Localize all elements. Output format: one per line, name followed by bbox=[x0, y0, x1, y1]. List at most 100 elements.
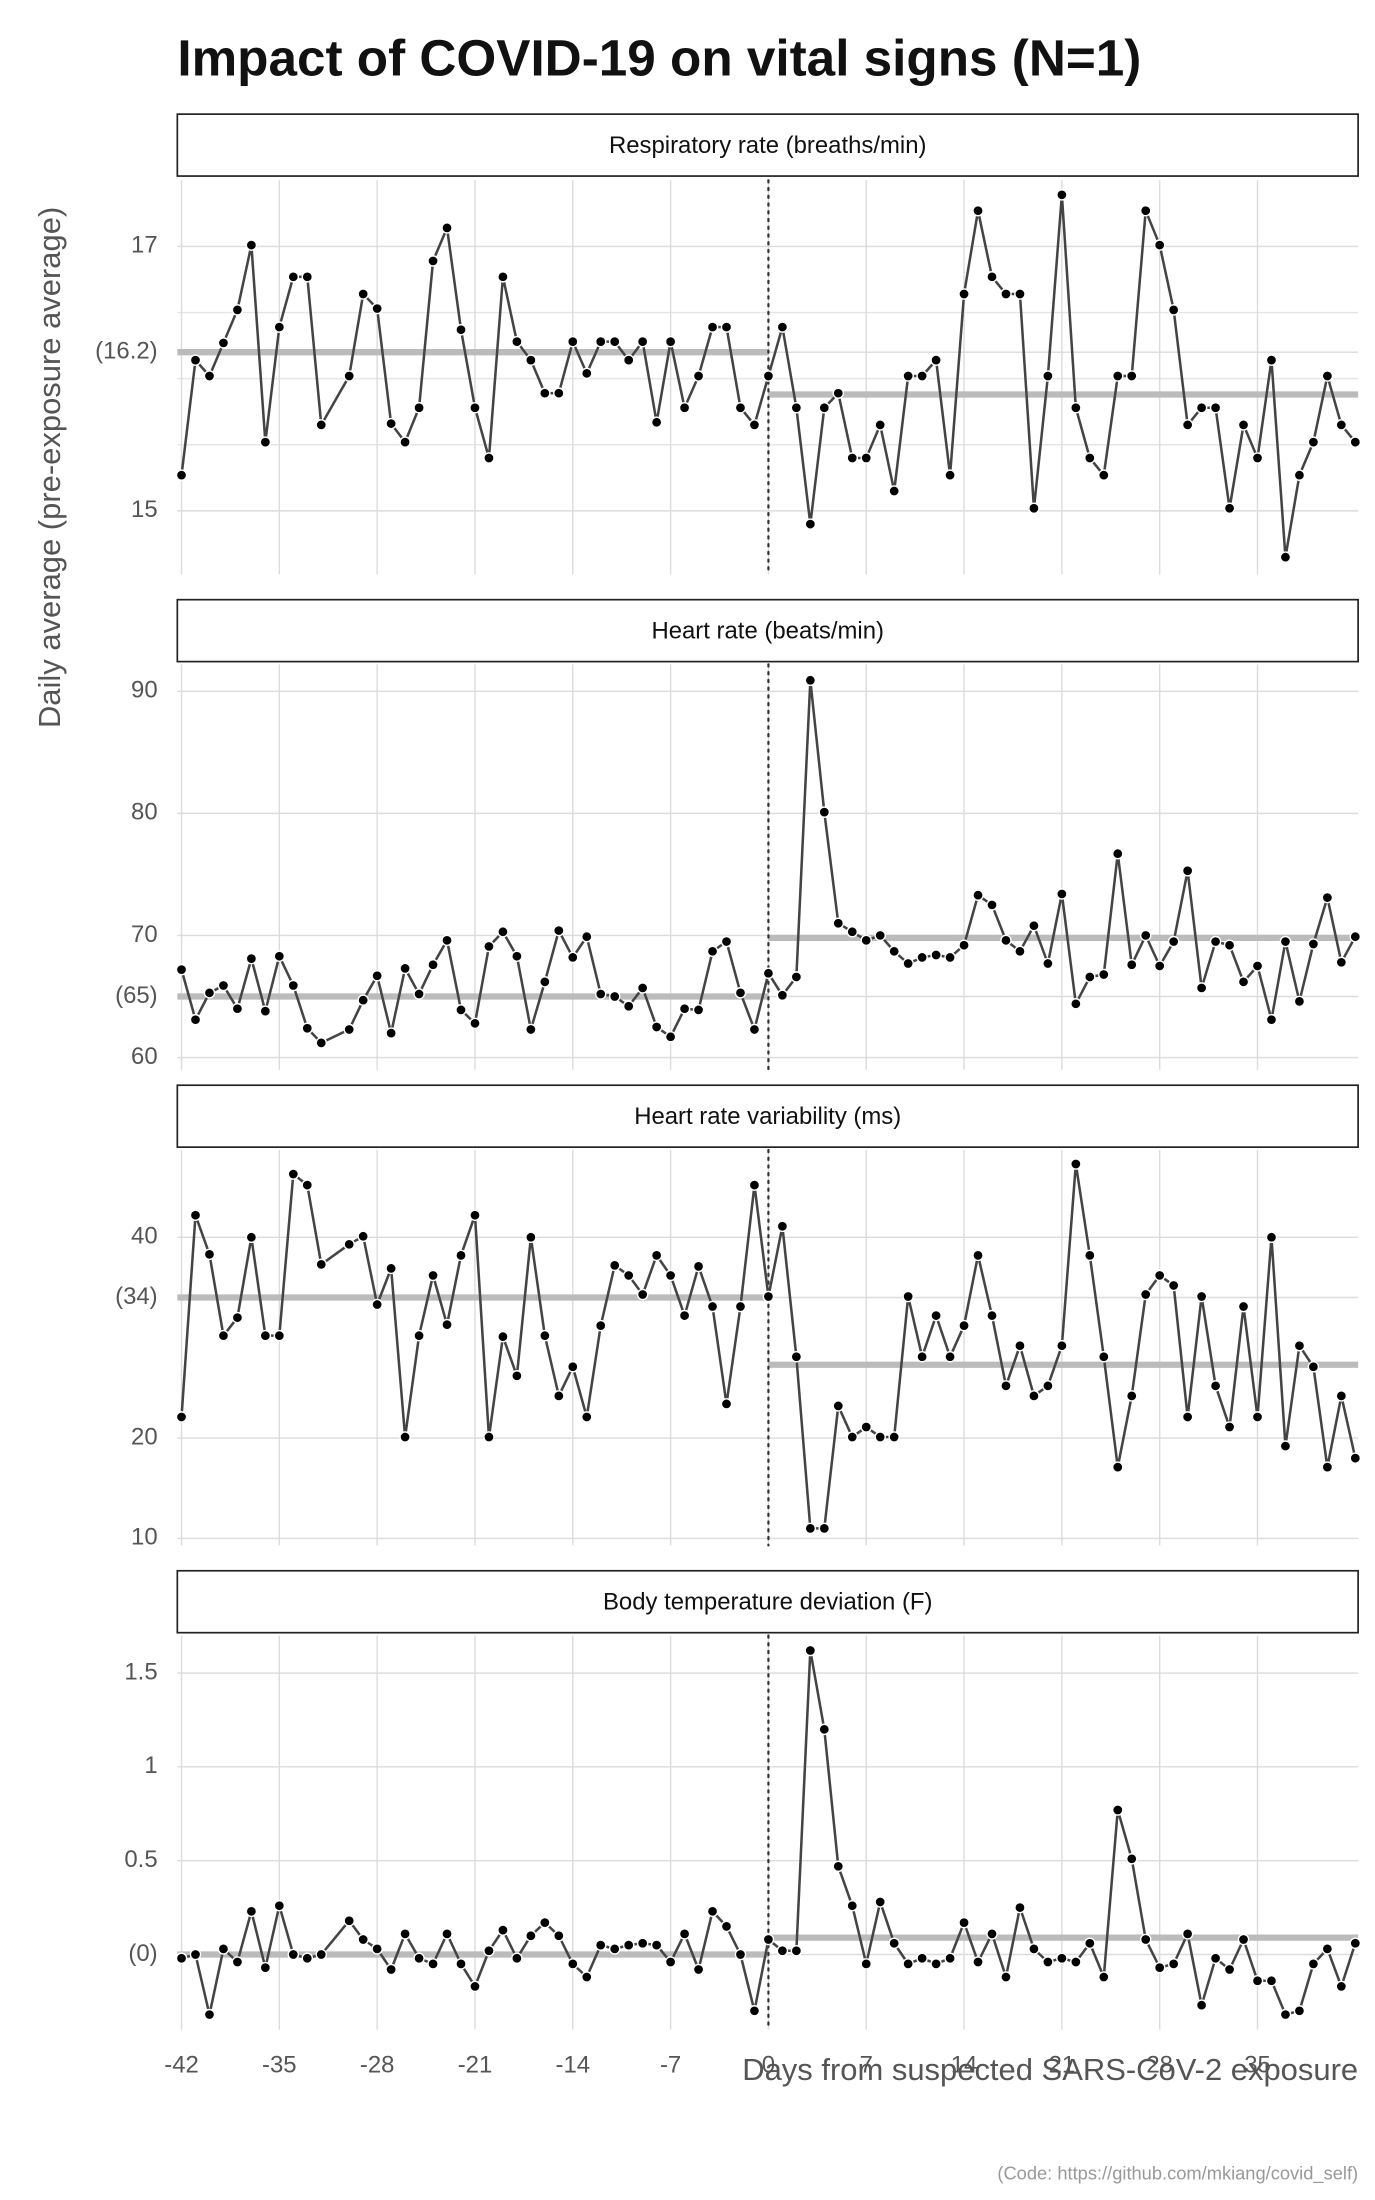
strip-title: Respiratory rate (breaths/min) bbox=[609, 132, 927, 159]
data-point bbox=[469, 1980, 481, 1993]
data-point bbox=[1195, 982, 1208, 994]
data-point bbox=[776, 1220, 789, 1233]
data-point bbox=[1153, 1269, 1166, 1282]
data-point bbox=[217, 337, 230, 349]
data-point bbox=[804, 1644, 817, 1657]
data-point bbox=[399, 436, 411, 448]
data-point bbox=[832, 1860, 845, 1873]
data-point bbox=[986, 1309, 998, 1322]
data-point bbox=[958, 1319, 970, 1332]
x-axis-title: Days from suspected SARS-CoV-2 exposure bbox=[742, 2052, 1358, 2087]
data-point bbox=[1265, 1975, 1278, 1987]
data-point bbox=[1279, 935, 1292, 948]
data-point bbox=[1307, 1958, 1320, 1970]
data-point bbox=[1098, 469, 1110, 481]
data-point bbox=[622, 1000, 635, 1013]
data-point bbox=[622, 1269, 635, 1282]
data-point bbox=[1321, 1943, 1334, 1955]
data-point bbox=[1181, 864, 1194, 877]
data-point bbox=[1056, 888, 1068, 900]
data-point bbox=[608, 1259, 621, 1272]
data-point bbox=[1028, 919, 1040, 932]
data-point bbox=[846, 926, 859, 938]
data-point bbox=[189, 1013, 202, 1026]
data-point bbox=[1321, 1461, 1334, 1473]
data-point bbox=[692, 1963, 705, 1976]
data-point bbox=[469, 1017, 481, 1030]
data-point bbox=[1042, 1380, 1054, 1392]
data-point bbox=[511, 1952, 523, 1965]
data-point bbox=[1014, 1339, 1026, 1352]
data-point bbox=[539, 1916, 551, 1929]
strip-title: Heart rate (beats/min) bbox=[651, 617, 884, 644]
strip-box bbox=[176, 598, 1359, 663]
data-point bbox=[455, 1958, 467, 1970]
data-point bbox=[748, 2005, 761, 2017]
strip-box bbox=[176, 1569, 1359, 1634]
x-tick-label: 28 bbox=[1146, 2051, 1173, 2078]
y-tick-label: (65) bbox=[115, 982, 158, 1009]
data-point bbox=[944, 1952, 956, 1965]
data-point bbox=[706, 321, 719, 333]
data-point bbox=[1209, 1380, 1222, 1392]
data-point bbox=[1042, 957, 1054, 970]
data-point bbox=[748, 419, 761, 431]
data-point bbox=[1195, 1999, 1208, 2011]
data-point bbox=[385, 417, 397, 430]
data-point bbox=[748, 1023, 761, 1036]
data-point bbox=[580, 367, 593, 380]
data-point bbox=[916, 951, 928, 964]
data-point bbox=[231, 1311, 244, 1324]
data-point bbox=[1139, 929, 1152, 942]
data-point bbox=[846, 1899, 859, 1912]
y-tick-label: 70 bbox=[131, 921, 158, 948]
data-point bbox=[315, 1037, 328, 1049]
data-point bbox=[832, 1400, 845, 1412]
data-point bbox=[385, 1262, 397, 1275]
data-point bbox=[958, 288, 970, 300]
data-point bbox=[664, 1031, 677, 1043]
data-point bbox=[944, 1350, 956, 1363]
data-point bbox=[902, 370, 914, 382]
data-point bbox=[1279, 2008, 1292, 2021]
chart-title: Impact of COVID-19 on vital signs (N=1) bbox=[177, 29, 1141, 86]
data-point bbox=[1237, 1300, 1250, 1313]
data-point bbox=[1195, 401, 1208, 414]
data-point bbox=[203, 987, 216, 999]
data-point bbox=[1070, 1956, 1082, 1968]
data-point bbox=[1209, 1952, 1222, 1965]
data-point bbox=[385, 1963, 397, 1976]
data-point bbox=[790, 971, 803, 983]
data-point bbox=[427, 255, 439, 267]
y-tick-label: 90 bbox=[131, 677, 158, 704]
data-point bbox=[594, 988, 607, 1000]
data-point bbox=[888, 1431, 900, 1443]
data-point bbox=[1265, 1013, 1278, 1026]
data-point bbox=[762, 1933, 775, 1946]
data-point bbox=[1265, 354, 1278, 366]
data-point bbox=[539, 1329, 551, 1342]
data-point bbox=[636, 1288, 649, 1301]
data-point bbox=[259, 436, 272, 448]
data-point bbox=[804, 674, 817, 687]
data-point bbox=[636, 335, 649, 348]
data-point bbox=[553, 387, 565, 399]
data-point bbox=[664, 335, 677, 348]
y-tick-label: (16.2) bbox=[95, 338, 157, 365]
data-point bbox=[608, 335, 621, 348]
y-tick-label: 0.5 bbox=[124, 1846, 157, 1873]
data-point bbox=[273, 321, 286, 333]
data-point bbox=[594, 1319, 607, 1332]
data-point bbox=[734, 1948, 747, 1961]
data-point bbox=[497, 926, 509, 938]
data-point bbox=[483, 452, 495, 464]
data-point bbox=[343, 370, 355, 382]
y-tick-label: 17 bbox=[131, 232, 158, 259]
data-point bbox=[203, 1248, 216, 1261]
caption: (Code: https://github.com/mkiang/covid_s… bbox=[997, 2162, 1358, 2184]
data-point bbox=[1279, 1440, 1292, 1452]
data-point bbox=[399, 1928, 411, 1940]
data-point bbox=[1251, 960, 1264, 972]
data-point bbox=[497, 1330, 509, 1343]
